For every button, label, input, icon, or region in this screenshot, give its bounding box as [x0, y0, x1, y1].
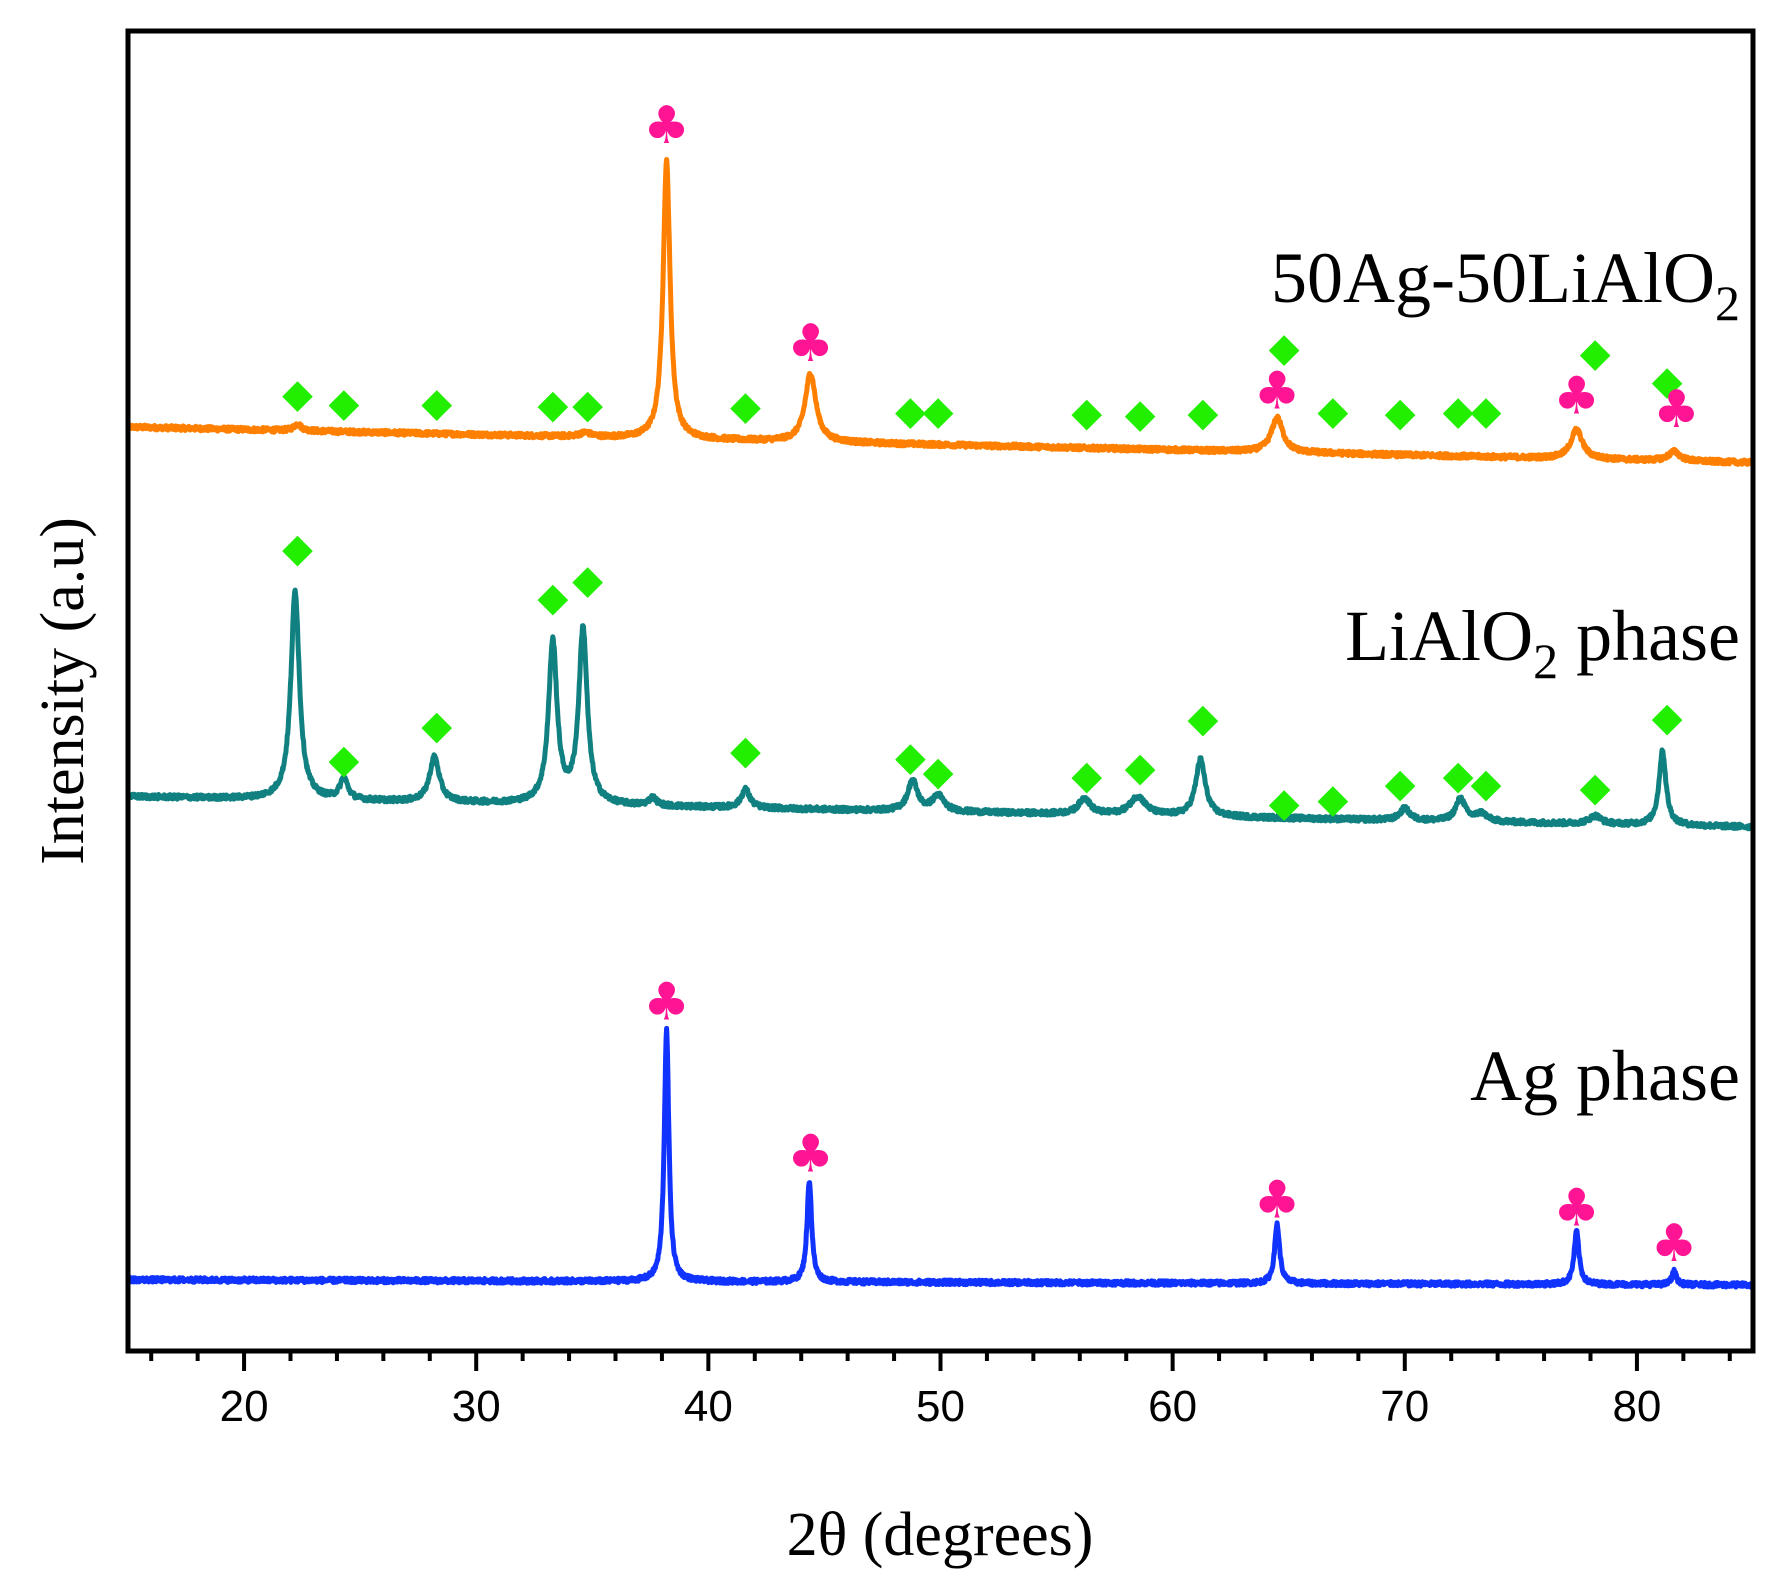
- lialo2-diamond-marker: ◆: [421, 702, 452, 748]
- plot-frame: [125, 28, 1756, 1354]
- lialo2-diamond-marker: ◆: [1317, 776, 1348, 822]
- lialo2-diamond-marker: ◆: [1471, 388, 1502, 434]
- lialo2-diamond-marker: ◆: [730, 727, 761, 773]
- series-label-0: 50Ag-50LiAlO2: [1271, 238, 1740, 331]
- series-label-main: 50Ag-50LiAlO: [1271, 238, 1715, 318]
- lialo2-diamond-marker: ◆: [537, 574, 568, 620]
- lialo2-diamond-marker: ◆: [537, 382, 568, 428]
- series-label-main: LiAlO: [1345, 596, 1533, 676]
- series-line-2: [125, 1025, 1756, 1290]
- ag-club-marker: ♣: [1651, 1214, 1698, 1274]
- lialo2-diamond-marker: ◆: [1071, 752, 1102, 798]
- x-tick-label: 40: [684, 1382, 733, 1431]
- lialo2-diamond-marker: ◆: [895, 734, 926, 780]
- lialo2-diamond-marker: ◆: [1125, 391, 1156, 437]
- ag-club-marker: ♣: [787, 1124, 834, 1184]
- ag-club-marker: ♣: [1553, 367, 1600, 427]
- x-tick-label: 60: [1148, 1382, 1197, 1431]
- x-tick-label: 50: [916, 1382, 965, 1431]
- lialo2-diamond-marker: ◆: [329, 380, 360, 426]
- lialo2-diamond-marker: ◆: [329, 737, 360, 783]
- series-label-tail: phase: [1558, 596, 1740, 676]
- lialo2-diamond-marker: ◆: [1580, 764, 1611, 810]
- x-tick-label: 70: [1380, 1382, 1429, 1431]
- lialo2-diamond-marker: ◆: [1269, 325, 1300, 371]
- ag-club-marker: ♣: [643, 96, 690, 156]
- ag-club-marker: ♣: [1653, 380, 1700, 440]
- lialo2-diamond-marker: ◆: [1385, 760, 1416, 806]
- series-label-subscript: 2: [1715, 275, 1740, 331]
- ag-club-marker: ♣: [1254, 1171, 1301, 1231]
- lialo2-diamond-marker: ◆: [1125, 745, 1156, 791]
- lialo2-diamond-marker: ◆: [1317, 388, 1348, 434]
- lialo2-diamond-marker: ◆: [1385, 389, 1416, 435]
- lialo2-diamond-marker: ◆: [282, 371, 313, 417]
- lialo2-diamond-marker: ◆: [1443, 388, 1474, 434]
- lialo2-diamond-marker: ◆: [1071, 389, 1102, 435]
- ag-club-marker: ♣: [643, 973, 690, 1033]
- series-label-2: Ag phase: [1470, 1036, 1740, 1116]
- lialo2-diamond-marker: ◆: [923, 388, 954, 434]
- lialo2-diamond-marker: ◆: [730, 383, 761, 429]
- series-label-subscript: 2: [1533, 633, 1558, 689]
- series-line-1: [125, 587, 1756, 832]
- ag-club-marker: ♣: [787, 314, 834, 374]
- lialo2-diamond-marker: ◆: [572, 382, 603, 428]
- lialo2-diamond-marker: ◆: [1471, 760, 1502, 806]
- series-line-0: [125, 157, 1755, 467]
- lialo2-diamond-marker: ◆: [1652, 358, 1683, 404]
- x-axis-title: 2θ (degrees): [787, 1501, 1094, 1569]
- lialo2-diamond-marker: ◆: [1580, 330, 1611, 376]
- y-axis-title: Intensity (a.u): [29, 517, 97, 865]
- x-axis-ticks: 20 30 40 50 60 70 80: [149, 1351, 1732, 1431]
- lialo2-diamond-marker: ◆: [421, 380, 452, 426]
- x-tick-label: 20: [220, 1382, 269, 1431]
- lialo2-diamond-marker: ◆: [572, 557, 603, 603]
- x-tick-label: 80: [1612, 1382, 1661, 1431]
- lialo2-diamond-marker: ◆: [1187, 389, 1218, 435]
- ag-club-marker: ♣: [1254, 361, 1301, 421]
- lialo2-diamond-marker: ◆: [1443, 752, 1474, 798]
- series-label-1: LiAlO2 phase: [1345, 596, 1740, 689]
- lialo2-diamond-marker: ◆: [282, 525, 313, 571]
- lialo2-diamond-marker: ◆: [923, 749, 954, 795]
- lialo2-diamond-marker: ◆: [1269, 780, 1300, 826]
- marker-layer: ◆ ◆ ◆ ◆ ◆♣◆♣◆◆ ◆ ◆ ◆◆♣ ◆ ◆ ◆◆◆♣ ◆♣◆◆◆◆ ◆◆ ◆◆ ◆ ◆◆◆ ◆ ◆ ◆◆ ◆…: [282, 96, 1700, 1274]
- lialo2-diamond-marker: ◆: [895, 388, 926, 434]
- ag-club-marker: ♣: [1553, 1178, 1600, 1238]
- lialo2-diamond-marker: ◆: [1652, 694, 1683, 740]
- x-tick-label: 30: [452, 1382, 501, 1431]
- series-layer: [125, 157, 1756, 1290]
- series-label-main: Ag phase: [1470, 1036, 1740, 1116]
- lialo2-diamond-marker: ◆: [1187, 696, 1218, 742]
